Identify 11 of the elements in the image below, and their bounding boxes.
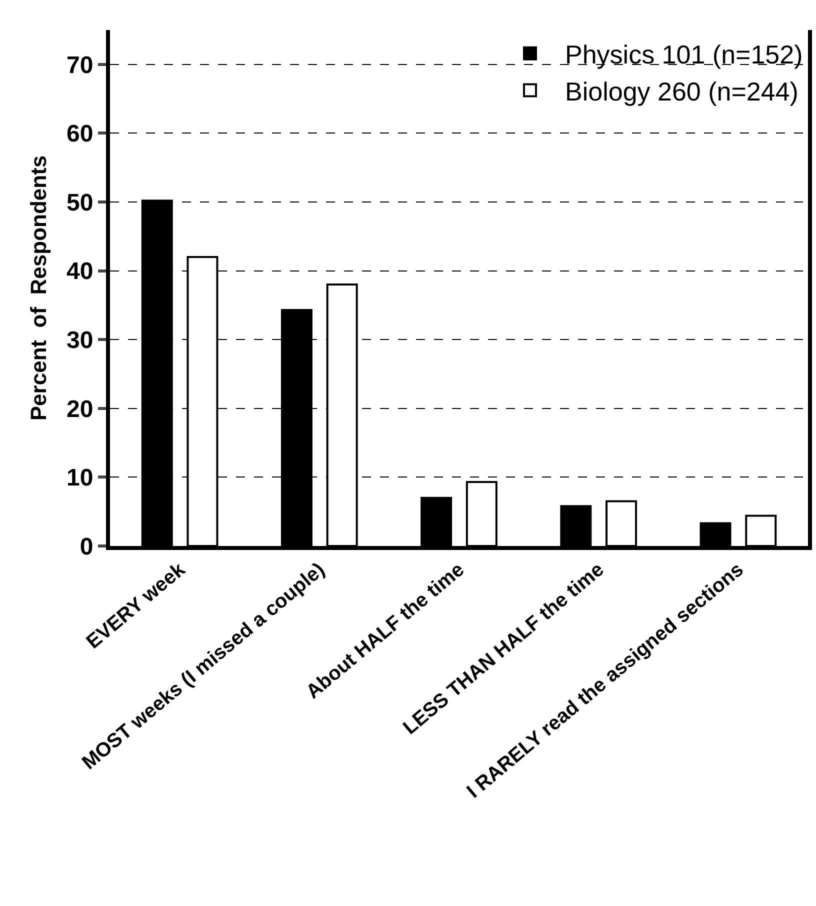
y-axis-title: Percent of Respondents: [26, 155, 51, 421]
legend-label: Biology 260 (n=244): [565, 76, 798, 106]
legend-label: Physics 101 (n=152): [565, 40, 803, 70]
y-tick-label: 40: [66, 258, 94, 286]
y-tick-label: 30: [66, 327, 94, 354]
y-tick-label: 50: [66, 189, 94, 216]
y-tick-label: 0: [80, 533, 94, 560]
y-tick-label: 60: [66, 120, 94, 148]
y-tick-label: 70: [66, 52, 94, 79]
y-tick-label: 10: [66, 464, 94, 492]
y-tick-label: 20: [66, 396, 94, 423]
